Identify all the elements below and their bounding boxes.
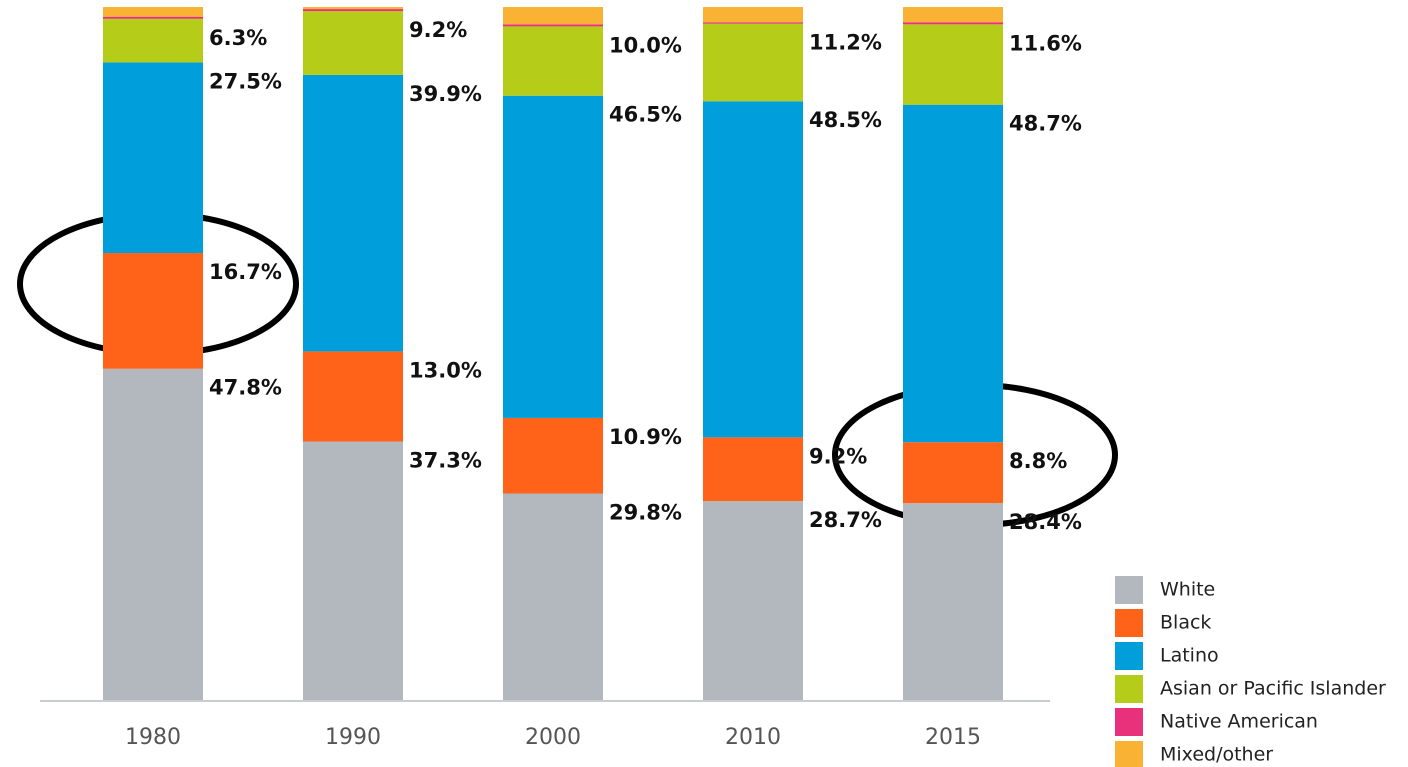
legend-label: Asian or Pacific Islander <box>1160 678 1386 700</box>
bar-segment <box>703 23 803 102</box>
value-label: 48.7% <box>1009 112 1082 136</box>
value-label: 13.0% <box>409 358 482 382</box>
bar-segment <box>303 351 403 442</box>
bar-segment <box>103 16 203 19</box>
bar-segment <box>103 368 203 700</box>
bar-segment <box>503 95 603 418</box>
legend-label: Latino <box>1160 645 1219 667</box>
value-label: 28.4% <box>1009 510 1082 534</box>
value-label: 11.2% <box>809 31 882 55</box>
value-label: 46.5% <box>609 103 682 127</box>
bar-segment <box>303 7 403 10</box>
legend-swatch <box>1115 741 1143 767</box>
value-label: 6.3% <box>209 26 267 50</box>
bar-segment <box>703 22 803 24</box>
bar-segment <box>503 26 603 96</box>
bar-segment <box>303 74 403 352</box>
value-label: 47.8% <box>209 376 282 400</box>
bar-segment <box>303 9 403 12</box>
bar-segment <box>503 7 603 25</box>
legend-swatch <box>1115 675 1143 703</box>
legend-label: Native American <box>1160 711 1318 733</box>
bar-segment <box>103 253 203 369</box>
value-label: 10.9% <box>609 425 682 449</box>
value-label: 11.6% <box>1009 31 1082 55</box>
legend-label: White <box>1160 579 1215 601</box>
bar-segment <box>703 437 803 502</box>
legend-swatch <box>1115 642 1143 670</box>
bar-segment <box>903 22 1003 25</box>
value-label: 37.3% <box>409 449 482 473</box>
value-label: 9.2% <box>409 18 467 42</box>
x-tick-label: 2010 <box>725 725 781 750</box>
x-tick-label: 2000 <box>525 725 581 750</box>
legend-label: Black <box>1160 612 1211 634</box>
bar-segment <box>103 62 203 254</box>
bar-segment <box>503 417 603 494</box>
legend-swatch <box>1115 576 1143 604</box>
bar-segment <box>503 24 603 27</box>
legend-swatch <box>1115 708 1143 736</box>
value-label: 39.9% <box>409 82 482 106</box>
x-tick-label: 1990 <box>325 725 381 750</box>
x-tick-label: 2015 <box>925 725 981 750</box>
x-tick-label: 1980 <box>125 725 181 750</box>
bar-segment <box>703 101 803 438</box>
bar-segment <box>703 501 803 700</box>
bar-segment <box>103 7 203 17</box>
bar-segment <box>903 104 1003 443</box>
bar-segment <box>303 441 403 700</box>
value-label: 48.5% <box>809 108 882 132</box>
value-label: 27.5% <box>209 69 282 93</box>
value-label: 29.8% <box>609 500 682 524</box>
legend-label: Mixed/other <box>1160 744 1273 766</box>
bar-segment <box>903 442 1003 504</box>
bar-segment <box>903 7 1003 23</box>
bar-segment <box>503 493 603 700</box>
bar-segment <box>903 503 1003 700</box>
legend-swatch <box>1115 609 1143 637</box>
bar-segment <box>903 24 1003 105</box>
value-label: 28.7% <box>809 508 882 532</box>
bar-segment <box>303 11 403 75</box>
value-label: 8.8% <box>1009 449 1067 473</box>
bar-segment <box>703 7 803 23</box>
value-label: 16.7% <box>209 260 282 284</box>
value-label: 10.0% <box>609 33 682 57</box>
value-label: 9.2% <box>809 444 867 468</box>
bar-segment <box>103 18 203 63</box>
